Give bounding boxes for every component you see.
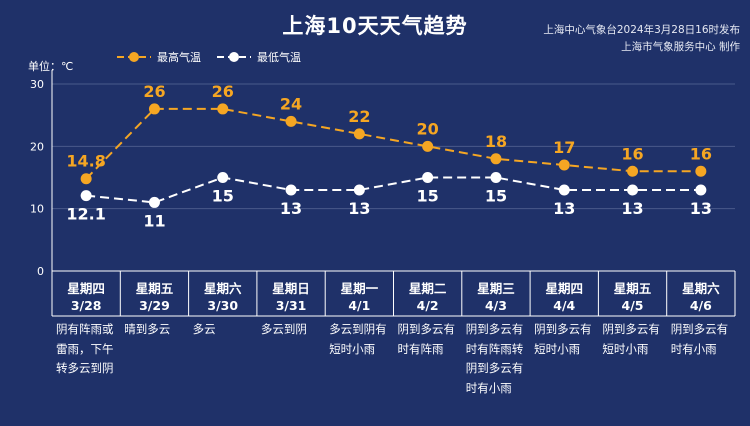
weather-description: 阴到多云有 时有小雨 [670, 322, 729, 356]
weekday-label: 星期日 [272, 281, 310, 296]
weekday-label: 星期三 [477, 281, 515, 296]
weather-description: 多云到阴有 短时小雨 [329, 322, 387, 356]
data-point-min [217, 172, 229, 183]
data-point-max [148, 103, 160, 115]
data-label-max: 14.8 [66, 152, 105, 171]
x-tick-label: 3/30 [207, 298, 239, 313]
data-label-min: 15 [485, 187, 507, 206]
x-tick-label: 3/28 [70, 298, 102, 313]
data-label-min: 13 [553, 199, 575, 218]
data-point-max [353, 128, 365, 140]
weather-description: 多云到阴 [260, 322, 307, 336]
source-line-1: 上海中心气象台2024年3月28日16时发布 [543, 24, 740, 36]
legend-item-min-temp: 最低气温 [217, 49, 301, 65]
legend-max-label: 最高气温 [157, 51, 201, 64]
x-tick-label: 4/1 [348, 298, 371, 313]
data-point-min [627, 184, 639, 196]
weekday-label: 星期一 [340, 281, 379, 296]
data-label-min: 15 [212, 187, 234, 206]
data-label-max: 18 [485, 132, 507, 151]
y-axis-unit-label: 单位：℃ [28, 60, 74, 73]
x-tick-label: 3/31 [275, 298, 307, 313]
y-tick-label: 10 [30, 203, 44, 216]
source-note: 上海中心气象台2024年3月28日16时发布 上海市气象服务中心 制作 [543, 22, 740, 56]
data-point-min [353, 184, 365, 196]
legend-min-swatch [217, 52, 251, 62]
data-point-min [558, 184, 570, 196]
series-line-min [86, 176, 701, 204]
data-label-min: 11 [143, 211, 165, 230]
x-tick-label: 4/4 [553, 298, 576, 313]
weekday-label: 星期五 [613, 281, 652, 296]
weekday-label: 星期四 [67, 281, 105, 296]
weekday-label: 星期六 [203, 281, 242, 296]
weather-description: 阴到多云有 时有阵雨 [397, 322, 456, 356]
y-tick-label: 30 [30, 78, 44, 91]
data-label-min: 12.1 [66, 205, 105, 224]
weather-description: 阴到多云有 时有阵雨转 阴到多云有 时有小雨 [465, 322, 524, 395]
weather-description: 晴到多云 [124, 322, 171, 336]
data-point-max [695, 165, 707, 177]
weather-description: 多云 [192, 322, 216, 336]
data-point-max [490, 153, 502, 165]
legend-min-label: 最低气温 [257, 51, 301, 64]
data-point-max [217, 103, 229, 115]
data-label-min: 13 [621, 199, 643, 218]
x-tick-label: 4/2 [416, 298, 439, 313]
data-point-min [422, 172, 434, 183]
data-label-max: 24 [280, 94, 302, 113]
weekday-label: 星期四 [545, 281, 583, 296]
data-point-max [627, 165, 639, 177]
data-label-max: 16 [621, 144, 643, 163]
data-point-max [285, 115, 297, 127]
data-label-min: 13 [690, 199, 712, 218]
chart-title: 上海10天天气趋势 [282, 14, 468, 38]
x-tick-label: 4/5 [621, 298, 644, 313]
y-tick-label: 20 [30, 140, 44, 153]
data-label-max: 16 [690, 144, 712, 163]
legend-max-swatch [117, 52, 151, 62]
x-tick-label: 4/3 [484, 298, 507, 313]
data-point-max [422, 140, 434, 152]
data-label-min: 15 [417, 187, 439, 206]
x-tick-label: 3/29 [139, 298, 170, 313]
weekday-label: 星期二 [408, 281, 447, 296]
data-label-max: 20 [417, 119, 439, 138]
data-point-min [80, 190, 92, 202]
data-label-min: 13 [280, 199, 302, 218]
data-label-min: 13 [348, 199, 370, 218]
x-tick-label: 4/6 [689, 298, 712, 313]
weather-description: 阴到多云有 短时小雨 [534, 322, 592, 356]
series-line-max [85, 107, 701, 180]
weekday-label: 星期六 [682, 281, 720, 296]
y-tick-label: 0 [37, 265, 44, 278]
data-point-min [285, 184, 297, 196]
data-point-max [80, 173, 92, 185]
data-point-min [695, 184, 707, 196]
data-label-max: 22 [348, 107, 370, 126]
legend-item-max-temp: 最高气温 [117, 49, 201, 65]
data-point-min [148, 196, 160, 208]
source-line-2: 上海市气象服务中心 制作 [621, 41, 740, 53]
weather-description: 阴有阵雨或 雷雨，下午 转多云到阴 [56, 322, 114, 375]
data-label-max: 17 [553, 138, 575, 157]
weekday-label: 星期五 [135, 281, 174, 296]
data-point-min [490, 172, 502, 183]
data-point-max [558, 159, 570, 171]
data-label-max: 26 [143, 82, 165, 101]
weather-description: 阴到多云有 短时小雨 [602, 322, 660, 356]
data-label-max: 26 [212, 82, 234, 101]
